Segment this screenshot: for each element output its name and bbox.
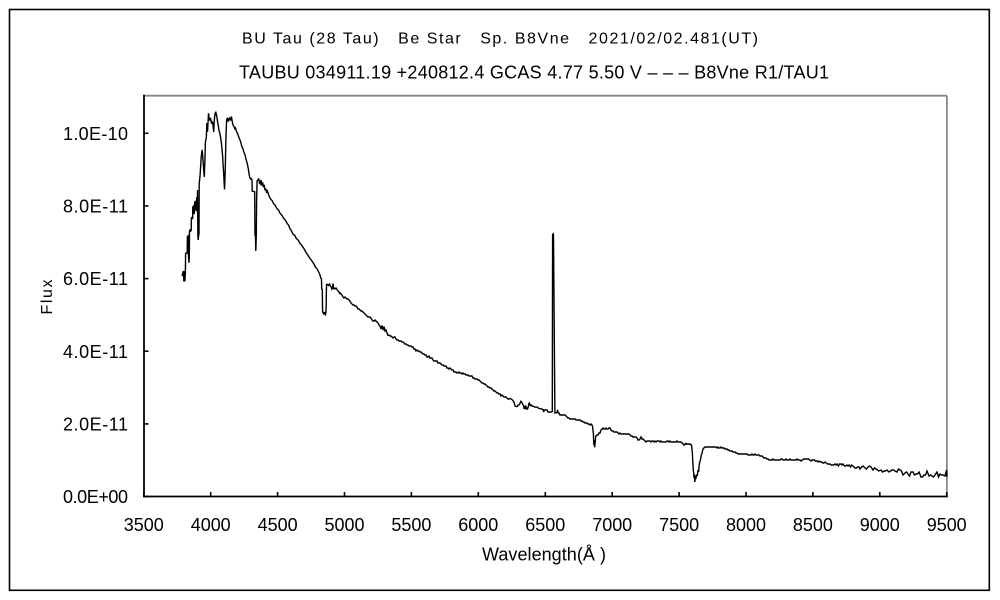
svg-text:1.0E-10: 1.0E-10 bbox=[63, 124, 128, 144]
svg-text:7000: 7000 bbox=[592, 515, 632, 535]
svg-text:9000: 9000 bbox=[860, 515, 900, 535]
svg-text:4000: 4000 bbox=[191, 515, 231, 535]
svg-text:6000: 6000 bbox=[458, 515, 498, 535]
svg-text:TAUBU 034911.19 +240812.4 GCAS: TAUBU 034911.19 +240812.4 GCAS 4.77 5.50… bbox=[239, 62, 829, 82]
svg-text:5000: 5000 bbox=[325, 515, 365, 535]
svg-text:7500: 7500 bbox=[659, 515, 699, 535]
svg-text:5500: 5500 bbox=[391, 515, 431, 535]
svg-text:Flux: Flux bbox=[39, 280, 56, 315]
svg-text:4.0E-11: 4.0E-11 bbox=[63, 342, 128, 362]
svg-text:0.0E+00: 0.0E+00 bbox=[63, 487, 128, 507]
svg-text:8.0E-11: 8.0E-11 bbox=[63, 197, 128, 217]
svg-text:3500: 3500 bbox=[124, 515, 164, 535]
svg-text:2.0E-11: 2.0E-11 bbox=[63, 415, 128, 435]
svg-text:BU Tau (28 Tau) Be Star Sp: BU Tau (28 Tau) Be Star Sp. B8Vne 2021/0… bbox=[242, 31, 758, 48]
svg-text:8500: 8500 bbox=[793, 515, 833, 535]
svg-text:Wavelength(Å ): Wavelength(Å ) bbox=[482, 544, 606, 564]
svg-text:9500: 9500 bbox=[927, 515, 967, 535]
svg-text:6500: 6500 bbox=[525, 515, 565, 535]
svg-text:6.0E-11: 6.0E-11 bbox=[63, 269, 128, 289]
svg-text:8000: 8000 bbox=[726, 515, 766, 535]
svg-text:4500: 4500 bbox=[258, 515, 298, 535]
